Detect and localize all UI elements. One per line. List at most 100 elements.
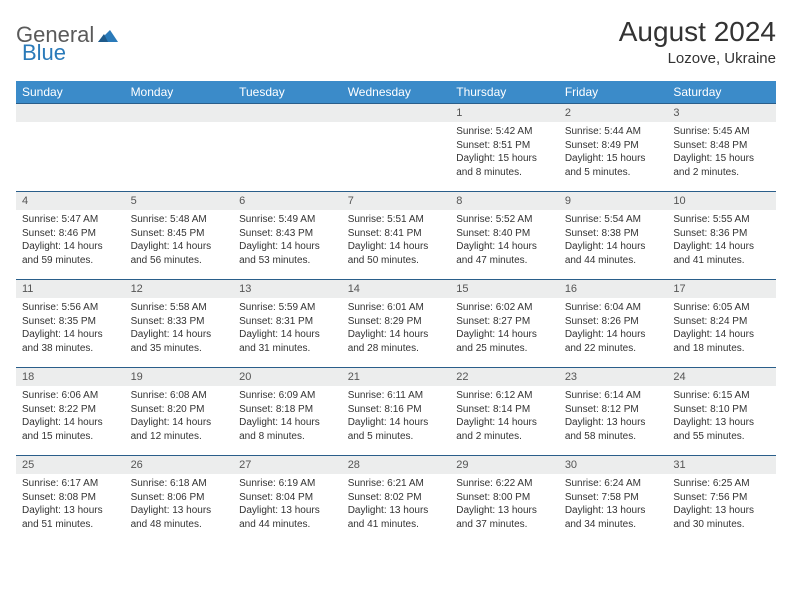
day-info: Sunrise: 6:06 AMSunset: 8:22 PMDaylight:…: [16, 386, 125, 449]
logo-icon: [98, 22, 118, 48]
calendar-cell: 8Sunrise: 5:52 AMSunset: 8:40 PMDaylight…: [450, 192, 559, 280]
calendar-cell: 9Sunrise: 5:54 AMSunset: 8:38 PMDaylight…: [559, 192, 668, 280]
day-info: Sunrise: 5:47 AMSunset: 8:46 PMDaylight:…: [16, 210, 125, 273]
calendar-cell: 12Sunrise: 5:58 AMSunset: 8:33 PMDayligh…: [125, 280, 234, 368]
calendar-cell: 2Sunrise: 5:44 AMSunset: 8:49 PMDaylight…: [559, 104, 668, 192]
day-info: Sunrise: 5:49 AMSunset: 8:43 PMDaylight:…: [233, 210, 342, 273]
day-number: 3: [667, 104, 776, 122]
calendar-cell: [233, 104, 342, 192]
weekday-header: Thursday: [450, 81, 559, 104]
day-number: 13: [233, 280, 342, 298]
calendar-row: 11Sunrise: 5:56 AMSunset: 8:35 PMDayligh…: [16, 280, 776, 368]
calendar-cell: 1Sunrise: 5:42 AMSunset: 8:51 PMDaylight…: [450, 104, 559, 192]
day-number: 24: [667, 368, 776, 386]
day-info: Sunrise: 5:54 AMSunset: 8:38 PMDaylight:…: [559, 210, 668, 273]
calendar-cell: 13Sunrise: 5:59 AMSunset: 8:31 PMDayligh…: [233, 280, 342, 368]
day-info: Sunrise: 5:44 AMSunset: 8:49 PMDaylight:…: [559, 122, 668, 185]
weekday-header: Monday: [125, 81, 234, 104]
day-number: 8: [450, 192, 559, 210]
day-number: 16: [559, 280, 668, 298]
day-info: Sunrise: 6:22 AMSunset: 8:00 PMDaylight:…: [450, 474, 559, 537]
day-info: Sunrise: 6:24 AMSunset: 7:58 PMDaylight:…: [559, 474, 668, 537]
day-number: 23: [559, 368, 668, 386]
calendar-cell: 3Sunrise: 5:45 AMSunset: 8:48 PMDaylight…: [667, 104, 776, 192]
day-info: Sunrise: 5:55 AMSunset: 8:36 PMDaylight:…: [667, 210, 776, 273]
weekday-header: Friday: [559, 81, 668, 104]
day-number: 17: [667, 280, 776, 298]
day-info: Sunrise: 6:09 AMSunset: 8:18 PMDaylight:…: [233, 386, 342, 449]
day-number: 18: [16, 368, 125, 386]
day-info: Sunrise: 6:25 AMSunset: 7:56 PMDaylight:…: [667, 474, 776, 537]
day-info: Sunrise: 6:14 AMSunset: 8:12 PMDaylight:…: [559, 386, 668, 449]
calendar-cell: 30Sunrise: 6:24 AMSunset: 7:58 PMDayligh…: [559, 456, 668, 544]
day-number: 19: [125, 368, 234, 386]
calendar-row: 4Sunrise: 5:47 AMSunset: 8:46 PMDaylight…: [16, 192, 776, 280]
calendar-cell: 25Sunrise: 6:17 AMSunset: 8:08 PMDayligh…: [16, 456, 125, 544]
day-info: Sunrise: 6:15 AMSunset: 8:10 PMDaylight:…: [667, 386, 776, 449]
calendar-cell: 28Sunrise: 6:21 AMSunset: 8:02 PMDayligh…: [342, 456, 451, 544]
weekday-header: Tuesday: [233, 81, 342, 104]
day-info: Sunrise: 6:21 AMSunset: 8:02 PMDaylight:…: [342, 474, 451, 537]
calendar-cell: [125, 104, 234, 192]
calendar-cell: 22Sunrise: 6:12 AMSunset: 8:14 PMDayligh…: [450, 368, 559, 456]
day-info: Sunrise: 6:19 AMSunset: 8:04 PMDaylight:…: [233, 474, 342, 537]
calendar-cell: 24Sunrise: 6:15 AMSunset: 8:10 PMDayligh…: [667, 368, 776, 456]
location: Lozove, Ukraine: [619, 50, 776, 67]
day-info: Sunrise: 5:59 AMSunset: 8:31 PMDaylight:…: [233, 298, 342, 361]
day-number: 27: [233, 456, 342, 474]
logo-text-blue: Blue: [22, 40, 66, 66]
calendar-cell: [342, 104, 451, 192]
day-info: Sunrise: 6:01 AMSunset: 8:29 PMDaylight:…: [342, 298, 451, 361]
day-number: 14: [342, 280, 451, 298]
day-number: 6: [233, 192, 342, 210]
day-info: Sunrise: 6:17 AMSunset: 8:08 PMDaylight:…: [16, 474, 125, 537]
weekday-header: Sunday: [16, 81, 125, 104]
day-info: Sunrise: 6:12 AMSunset: 8:14 PMDaylight:…: [450, 386, 559, 449]
day-info: Sunrise: 5:58 AMSunset: 8:33 PMDaylight:…: [125, 298, 234, 361]
day-number: 11: [16, 280, 125, 298]
day-info: Sunrise: 5:52 AMSunset: 8:40 PMDaylight:…: [450, 210, 559, 273]
day-info: Sunrise: 6:02 AMSunset: 8:27 PMDaylight:…: [450, 298, 559, 361]
day-number: 22: [450, 368, 559, 386]
day-number: 15: [450, 280, 559, 298]
calendar-cell: 17Sunrise: 6:05 AMSunset: 8:24 PMDayligh…: [667, 280, 776, 368]
day-info: Sunrise: 5:51 AMSunset: 8:41 PMDaylight:…: [342, 210, 451, 273]
day-info: Sunrise: 6:05 AMSunset: 8:24 PMDaylight:…: [667, 298, 776, 361]
calendar-cell: 7Sunrise: 5:51 AMSunset: 8:41 PMDaylight…: [342, 192, 451, 280]
day-number: 1: [450, 104, 559, 122]
day-number: 7: [342, 192, 451, 210]
calendar-table: Sunday Monday Tuesday Wednesday Thursday…: [16, 81, 776, 544]
day-info: Sunrise: 6:11 AMSunset: 8:16 PMDaylight:…: [342, 386, 451, 449]
day-number: 2: [559, 104, 668, 122]
calendar-cell: 4Sunrise: 5:47 AMSunset: 8:46 PMDaylight…: [16, 192, 125, 280]
calendar-cell: 20Sunrise: 6:09 AMSunset: 8:18 PMDayligh…: [233, 368, 342, 456]
calendar-cell: 23Sunrise: 6:14 AMSunset: 8:12 PMDayligh…: [559, 368, 668, 456]
day-info: Sunrise: 5:48 AMSunset: 8:45 PMDaylight:…: [125, 210, 234, 273]
day-info: Sunrise: 6:04 AMSunset: 8:26 PMDaylight:…: [559, 298, 668, 361]
day-number: 21: [342, 368, 451, 386]
calendar-cell: 14Sunrise: 6:01 AMSunset: 8:29 PMDayligh…: [342, 280, 451, 368]
day-number: 31: [667, 456, 776, 474]
day-number: 4: [16, 192, 125, 210]
day-number: 5: [125, 192, 234, 210]
calendar-cell: 11Sunrise: 5:56 AMSunset: 8:35 PMDayligh…: [16, 280, 125, 368]
day-number: 9: [559, 192, 668, 210]
day-number: 30: [559, 456, 668, 474]
calendar-cell: 31Sunrise: 6:25 AMSunset: 7:56 PMDayligh…: [667, 456, 776, 544]
calendar-cell: 21Sunrise: 6:11 AMSunset: 8:16 PMDayligh…: [342, 368, 451, 456]
calendar-cell: 10Sunrise: 5:55 AMSunset: 8:36 PMDayligh…: [667, 192, 776, 280]
day-info: Sunrise: 6:18 AMSunset: 8:06 PMDaylight:…: [125, 474, 234, 537]
weekday-header: Wednesday: [342, 81, 451, 104]
day-info: Sunrise: 5:42 AMSunset: 8:51 PMDaylight:…: [450, 122, 559, 185]
calendar-cell: [16, 104, 125, 192]
day-number: 29: [450, 456, 559, 474]
calendar-cell: 16Sunrise: 6:04 AMSunset: 8:26 PMDayligh…: [559, 280, 668, 368]
calendar-row: 18Sunrise: 6:06 AMSunset: 8:22 PMDayligh…: [16, 368, 776, 456]
day-number: 12: [125, 280, 234, 298]
calendar-cell: 27Sunrise: 6:19 AMSunset: 8:04 PMDayligh…: [233, 456, 342, 544]
weekday-header: Saturday: [667, 81, 776, 104]
weekday-header-row: Sunday Monday Tuesday Wednesday Thursday…: [16, 81, 776, 104]
day-number: 10: [667, 192, 776, 210]
day-number: 26: [125, 456, 234, 474]
calendar-cell: 19Sunrise: 6:08 AMSunset: 8:20 PMDayligh…: [125, 368, 234, 456]
